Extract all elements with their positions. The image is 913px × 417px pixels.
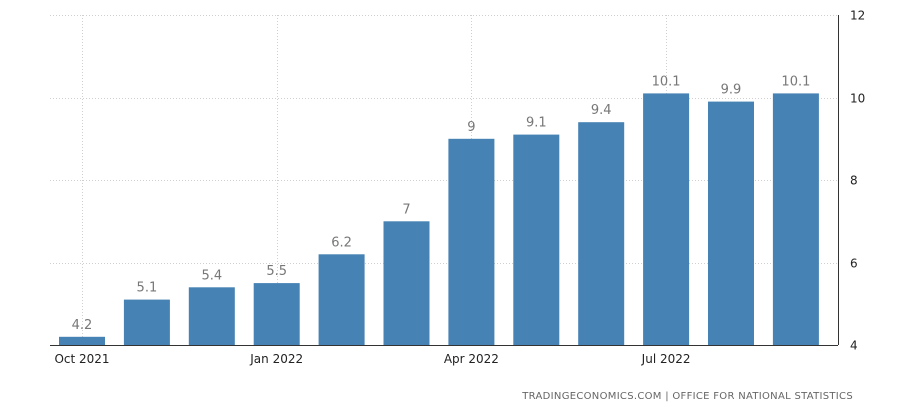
bar xyxy=(253,283,300,345)
bar xyxy=(383,221,430,346)
bar xyxy=(513,134,560,345)
data-label: 10.1 xyxy=(652,74,681,89)
data-label: 4.2 xyxy=(72,318,93,333)
bar xyxy=(772,93,819,346)
bar xyxy=(123,299,170,345)
y-tick-label: 12 xyxy=(850,9,865,23)
data-label: 9.1 xyxy=(526,116,547,131)
y-tick-label: 4 xyxy=(850,339,858,353)
y-tick-label: 10 xyxy=(850,92,865,106)
data-label: 7 xyxy=(402,202,410,217)
x-tick-label: Jan 2022 xyxy=(249,352,303,366)
bar xyxy=(318,254,365,346)
bar xyxy=(708,101,754,345)
data-labels: 4.2 5.1 5.4 5.5 6.2 7 9 9.1 9.4 10.1 9.9 10.1 xyxy=(72,74,811,332)
bar xyxy=(643,93,690,346)
bars xyxy=(59,93,819,346)
data-label: 9 xyxy=(467,120,475,135)
bar xyxy=(578,122,625,345)
bar xyxy=(59,336,105,346)
bar xyxy=(188,287,235,346)
x-tick-label: Jul 2022 xyxy=(641,352,691,366)
y-tick-label: 6 xyxy=(850,257,858,271)
y-tick-label: 8 xyxy=(850,174,858,188)
data-label: 5.1 xyxy=(137,281,158,296)
data-label: 5.4 xyxy=(201,268,222,283)
bar xyxy=(448,138,495,346)
data-label: 9.9 xyxy=(721,83,742,98)
source-credit: TRADINGECONOMICS.COM | OFFICE FOR NATION… xyxy=(522,391,853,402)
data-label: 9.4 xyxy=(591,103,612,118)
data-label: 10.1 xyxy=(781,74,810,89)
x-tick-label: Oct 2021 xyxy=(54,352,109,366)
axes: 4 6 8 10 12 Oct 2021 Jan 2022 Apr 2022 Jul 2022 xyxy=(50,9,865,366)
x-tick-label: Apr 2022 xyxy=(444,352,499,366)
data-label: 6.2 xyxy=(331,235,352,250)
data-label: 5.5 xyxy=(266,264,287,279)
